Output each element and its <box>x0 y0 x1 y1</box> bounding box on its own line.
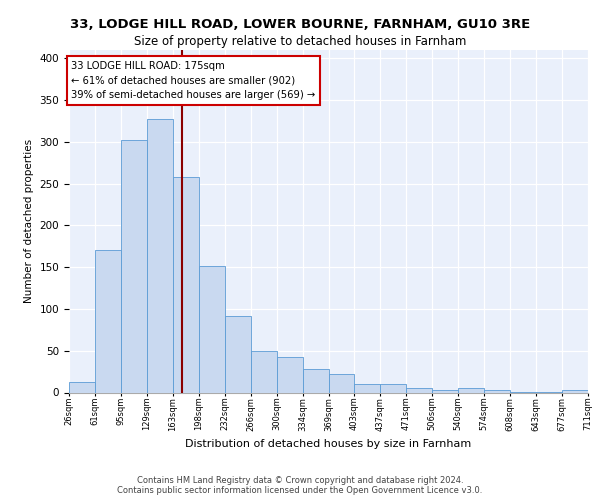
Bar <box>458 388 484 392</box>
Bar <box>173 177 199 392</box>
Bar <box>433 390 458 392</box>
Text: Contains HM Land Registry data © Crown copyright and database right 2024.: Contains HM Land Registry data © Crown c… <box>137 476 463 485</box>
Bar <box>484 390 510 392</box>
X-axis label: Distribution of detached houses by size in Farnham: Distribution of detached houses by size … <box>185 439 472 449</box>
Bar <box>199 266 224 392</box>
Bar <box>225 316 251 392</box>
Text: 33 LODGE HILL ROAD: 175sqm
← 61% of detached houses are smaller (902)
39% of sem: 33 LODGE HILL ROAD: 175sqm ← 61% of deta… <box>71 61 316 100</box>
Bar <box>69 382 95 392</box>
Text: Contains public sector information licensed under the Open Government Licence v3: Contains public sector information licen… <box>118 486 482 495</box>
Bar <box>329 374 355 392</box>
Bar <box>380 384 406 392</box>
Text: 33, LODGE HILL ROAD, LOWER BOURNE, FARNHAM, GU10 3RE: 33, LODGE HILL ROAD, LOWER BOURNE, FARNH… <box>70 18 530 30</box>
Y-axis label: Number of detached properties: Number of detached properties <box>24 139 34 304</box>
Bar <box>95 250 121 392</box>
Bar <box>562 390 588 392</box>
Bar <box>147 118 173 392</box>
Bar <box>302 369 329 392</box>
Bar <box>121 140 147 392</box>
Text: Size of property relative to detached houses in Farnham: Size of property relative to detached ho… <box>134 35 466 48</box>
Bar <box>251 350 277 393</box>
Bar <box>355 384 380 392</box>
Bar <box>277 356 302 392</box>
Bar <box>406 388 432 392</box>
